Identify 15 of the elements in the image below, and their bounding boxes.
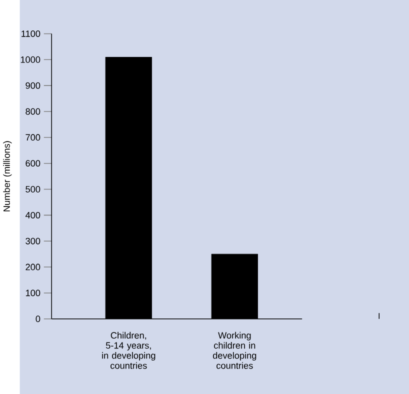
x-tick-label: Working children in developing countries [212, 332, 256, 369]
y-tick-label: 100 [26, 290, 40, 296]
y-tick-label: 900 [26, 82, 40, 89]
y-tick-label: 300 [26, 238, 40, 244]
y-tick-label: 800 [26, 108, 40, 115]
y-tick-label: 700 [26, 134, 40, 141]
y-tick-label: 1100 [22, 30, 40, 37]
x-tick-label: Children, 5-14 years, in developing countries [102, 332, 156, 369]
y-tick-label: 200 [26, 264, 40, 270]
y-tick-label: 1000 [20, 56, 40, 63]
y-tick-label: 600 [26, 160, 40, 167]
y-tick-label: 0 [36, 316, 40, 322]
y-axis-title: Number (millions) [3, 141, 12, 212]
y-tick-label: 400 [25, 212, 40, 218]
y-tick-label: 500 [26, 186, 40, 192]
